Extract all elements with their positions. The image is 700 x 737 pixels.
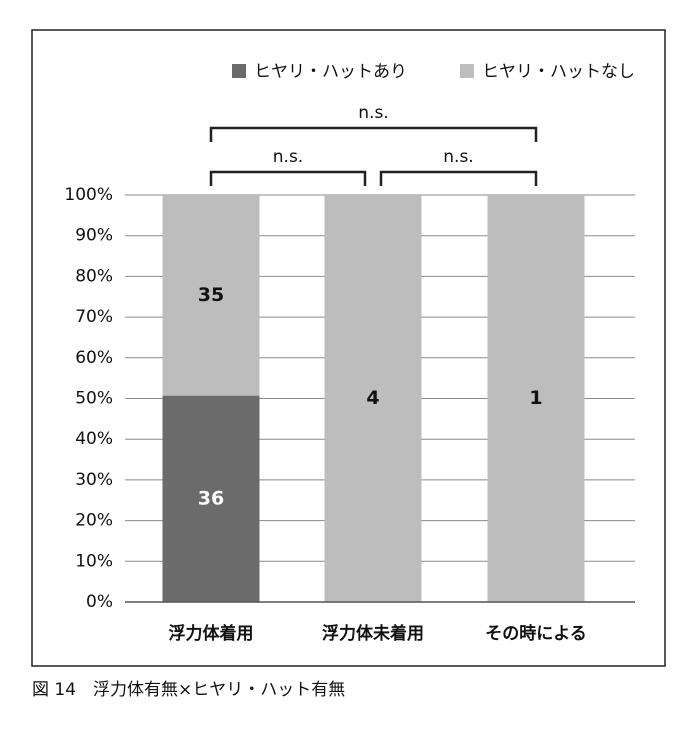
caption: 図 14 浮力体有無×ヒヤリ・ハット有無 <box>32 680 345 700</box>
y-tick-label: 50% <box>75 389 113 409</box>
data-label: 1 <box>529 387 542 409</box>
significance-label: n.s. <box>273 147 303 167</box>
y-tick-label: 40% <box>75 429 113 449</box>
y-tick-label: 20% <box>75 511 113 531</box>
y-tick-label: 80% <box>75 266 113 286</box>
y-tick-label: 60% <box>75 348 113 368</box>
data-label: 4 <box>366 387 379 409</box>
bar-segment <box>162 195 260 396</box>
bar-segment <box>487 195 585 602</box>
y-tick-label: 10% <box>75 551 113 571</box>
legend-swatch <box>232 64 246 78</box>
y-tick-label: 0% <box>86 592 113 612</box>
significance-bracket <box>209 126 538 142</box>
bar-segment <box>162 395 260 602</box>
bar-segment <box>324 195 422 602</box>
legend-swatch <box>460 64 474 78</box>
legend-label: ヒヤリ・ハットなし <box>482 62 635 82</box>
legend-label: ヒヤリ・ハットあり <box>254 62 407 82</box>
x-tick-label: 浮力体未着用 <box>322 623 424 644</box>
data-label: 36 <box>198 487 224 509</box>
y-tick-label: 100% <box>64 185 113 205</box>
significance-label: n.s. <box>358 103 388 123</box>
y-tick-label: 30% <box>75 470 113 490</box>
significance-bracket <box>379 170 538 186</box>
significance-label: n.s. <box>443 147 473 167</box>
x-tick-label: 浮力体着用 <box>169 623 254 644</box>
data-label: 35 <box>198 284 224 306</box>
x-tick-label: その時による <box>485 623 587 644</box>
y-tick-label: 70% <box>75 307 113 327</box>
significance-bracket <box>209 170 367 186</box>
chart-frame <box>31 29 666 667</box>
y-tick-label: 90% <box>75 226 113 246</box>
